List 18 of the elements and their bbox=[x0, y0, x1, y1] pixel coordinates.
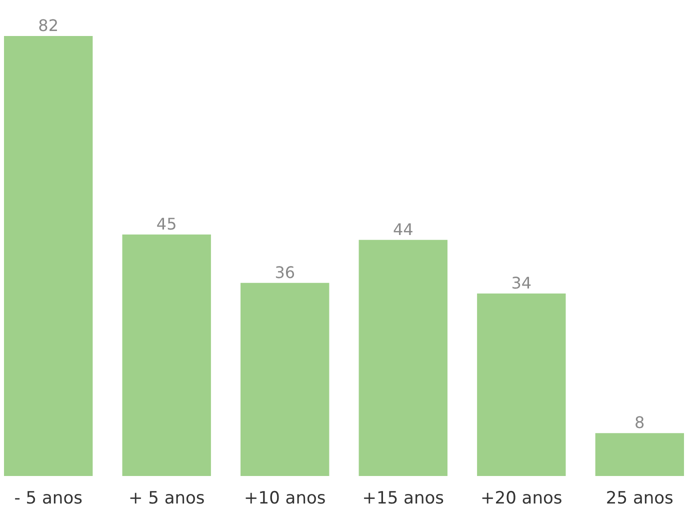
x-tick-label: 25 anos bbox=[606, 488, 674, 508]
x-tick-label: +15 anos bbox=[362, 488, 444, 508]
data-label: 8 bbox=[634, 413, 645, 432]
data-label: 45 bbox=[156, 214, 177, 234]
bar bbox=[122, 234, 211, 476]
x-tick-label: +20 anos bbox=[480, 488, 562, 508]
bar bbox=[477, 294, 566, 476]
data-label: 34 bbox=[511, 274, 532, 293]
bar bbox=[595, 433, 684, 476]
bar bbox=[240, 282, 330, 476]
data-label: 44 bbox=[392, 220, 414, 239]
x-tick-label: - 5 anos bbox=[14, 488, 83, 508]
x-tick-label: +10 anos bbox=[244, 488, 326, 508]
data-label: 36 bbox=[274, 262, 296, 282]
bar bbox=[358, 240, 448, 476]
bar bbox=[4, 36, 93, 476]
data-label: 82 bbox=[38, 16, 59, 35]
x-tick-label: + 5 anos bbox=[128, 488, 205, 508]
